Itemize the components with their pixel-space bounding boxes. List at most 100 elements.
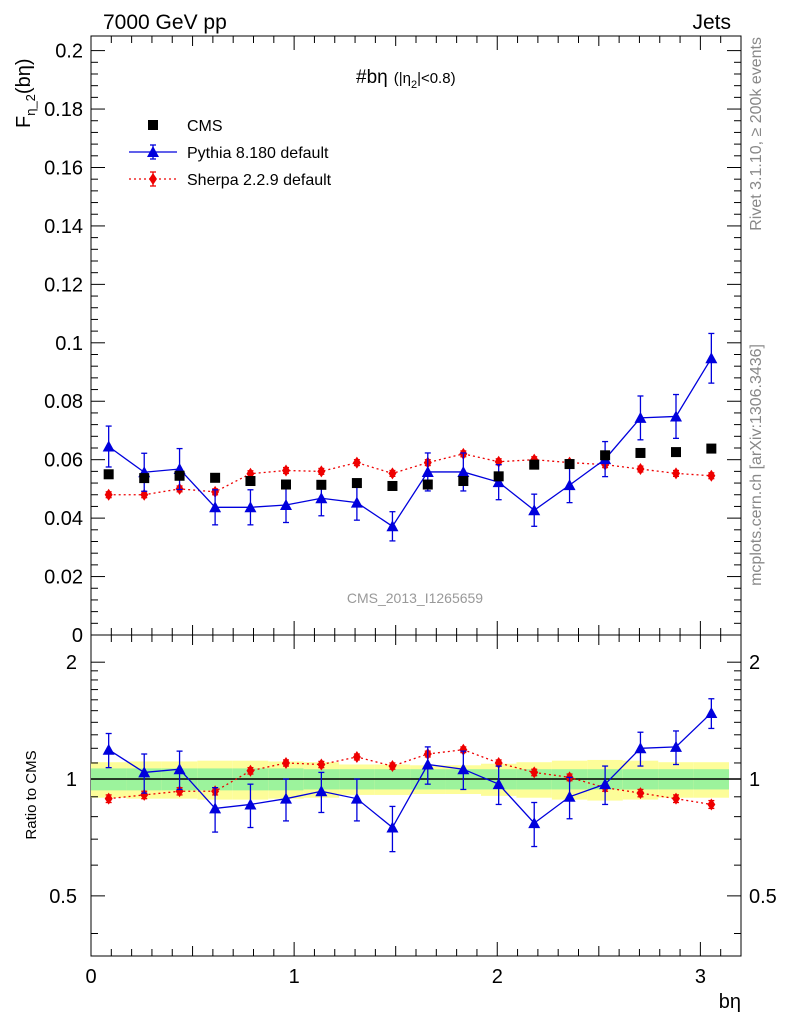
data-point-square [210,472,221,483]
legend-label: Pythia 8.180 default [187,145,329,162]
main-y-axis-label: Fη_2(bη) [13,59,38,129]
ratio-point-diamond [175,785,184,798]
ratio-point-triangle [670,740,682,752]
ratio-point-triangle [528,817,541,829]
main-y-tick-label: 0.12 [44,274,83,296]
ratio-point-triangle [634,742,647,754]
data-point-diamond [317,465,326,478]
data-point-triangle [244,501,257,513]
data-point-square [458,476,469,487]
main-axes: 0 0.02 0.04 0.06 0.08 0.1 0.12 0.14 0.16 0.18 0.2 [44,36,742,647]
legend-label: Sherpa 2.2.9 default [187,172,332,189]
main-y-tick-label: 0.04 [44,508,83,530]
ratio-point-triangle [138,766,151,778]
main-y-tick-label: 0 [72,625,83,647]
ratio-point-triangle [315,785,328,797]
ratio-point-triangle [421,758,434,770]
ratio-point-diamond [636,787,645,800]
data-point-triangle [705,352,718,364]
ratio-point-triangle [457,763,470,775]
x-tick-label: 1 [289,966,300,988]
data-point-square [671,447,681,458]
data-point-square [139,473,150,484]
data-point-square [281,479,291,490]
title-variable: #bη [356,67,388,88]
rivet-label: Rivet 3.1.10, ≥ 200k events [748,37,765,231]
main-y-tick-label: 0.08 [44,391,83,413]
ylabel-subscript: η_2 [23,94,38,116]
ratio-y-tick-label: 0.5 [49,886,77,908]
ratio-series-diamond [104,743,716,811]
data-point-square [493,471,504,482]
ylabel-symbol: F [13,116,35,128]
main-y-tick-label: 0.02 [44,567,83,589]
data-point-diamond [388,467,397,480]
ratio-point-diamond [104,792,113,805]
legend-marker-diamond [149,173,157,185]
title-condition-close: |<0.8) [417,70,456,87]
series-diamond [104,447,716,501]
ratio-point-triangle [280,792,292,804]
main-y-tick-label: 0.16 [44,157,83,179]
ratio-point-diamond [282,756,290,769]
legend-marker-triangle [147,146,159,157]
main-y-tick-label: 0.18 [44,99,83,121]
data-point-square [635,447,646,458]
ratio-point-triangle [244,798,257,810]
ratio-point-triangle [492,778,505,790]
x-tick-label: 0 [85,966,96,988]
title-condition-sub: 2 [411,79,417,91]
x-tick-label: 2 [492,966,503,988]
data-point-triangle [350,496,363,508]
title-condition-open: (|η [394,70,411,87]
ratio-line-diamond [108,749,712,806]
x-axis-label: bη [719,991,741,1013]
data-point-diamond [282,464,290,477]
data-point-triangle [209,501,222,513]
data-point-square [316,479,327,490]
mcplots-label: mcplots.cern.ch [arXiv:1306.3436] [748,344,765,586]
data-point-triangle [563,479,576,491]
ratio-point-diamond [317,758,326,771]
data-point-diamond [352,456,361,469]
ratio-point-diamond [388,760,397,773]
ratio-point-triangle [386,821,399,833]
ratio-y-tick-label-right: 1 [749,769,760,791]
data-point-square [351,478,362,489]
ratio-line-triangle [108,712,712,829]
data-point-square [245,476,256,487]
data-point-triangle [102,440,115,452]
data-point-square [600,450,611,461]
ratio-point-triangle [173,763,186,775]
data-point-diamond [104,488,113,501]
ratio-y-axis-label: Ratio to CMS [23,750,40,839]
main-y-tick-label: 0.06 [44,450,83,472]
series-triangle [102,332,718,542]
ratio-point-triangle [102,743,115,755]
series-line-diamond [108,453,712,496]
legend: CMS Pythia 8.180 default Sherpa 2.2.9 defa… [129,118,332,189]
ratio-point-diamond [459,743,468,756]
data-point-triangle [386,520,399,532]
main-y-tick-label: 0.1 [55,333,83,355]
data-point-triangle [670,410,682,422]
ratio-point-triangle [563,790,576,802]
data-point-triangle [528,504,541,516]
data-point-square [706,443,717,454]
ratio-point-triangle [350,792,363,804]
data-point-square [174,470,185,481]
data-point-triangle [492,476,505,488]
main-series [102,332,718,542]
series-line-triangle [108,357,712,528]
data-point-square [387,480,398,491]
ratio-point-diamond [246,764,255,777]
data-point-triangle [421,465,434,477]
main-plot-title: #bη (|η2|<0.8) [356,67,456,91]
ratio-y-tick-label: 1 [66,769,77,791]
legend-label: CMS [187,118,223,135]
data-point-triangle [280,498,292,510]
data-point-square [422,479,433,490]
series-square [103,443,717,491]
ratio-axes: 0.5 0.5 1 1 2 2 0 1 2 3 [49,635,777,988]
